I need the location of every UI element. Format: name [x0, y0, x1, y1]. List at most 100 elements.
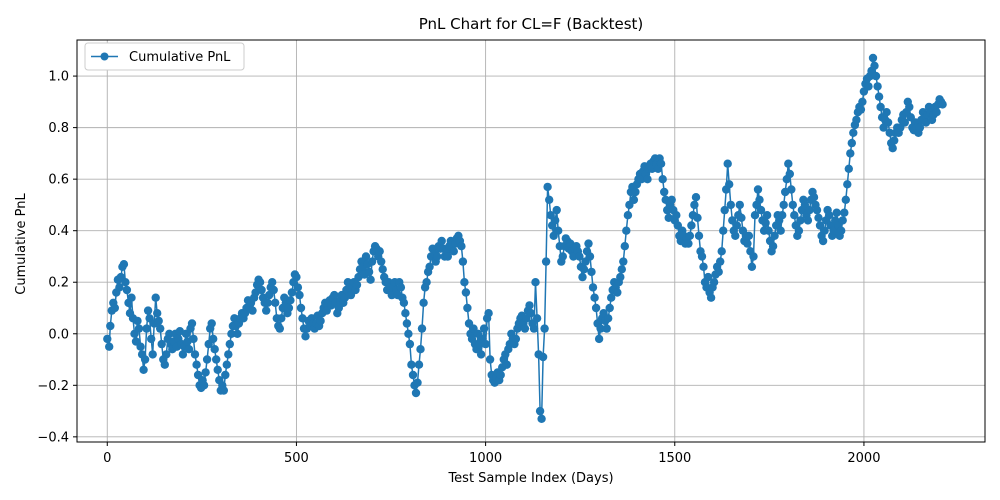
- data-point: [106, 321, 115, 331]
- data-point: [221, 370, 230, 380]
- y-tick-label: 0.4: [48, 224, 69, 239]
- data-point: [870, 61, 879, 70]
- data-point: [776, 226, 785, 235]
- data-point: [461, 288, 471, 297]
- data-point: [122, 285, 132, 295]
- data-point: [142, 324, 151, 333]
- data-point: [737, 213, 746, 222]
- y-tick-label: 0.6: [48, 173, 69, 188]
- data-point: [731, 231, 740, 240]
- y-tick-label: 0.2: [48, 276, 69, 291]
- data-point: [785, 169, 794, 179]
- data-point: [156, 324, 165, 333]
- data-point: [743, 239, 752, 248]
- data-point: [449, 247, 458, 256]
- data-point: [375, 247, 384, 256]
- data-point: [330, 290, 339, 300]
- data-point: [643, 175, 652, 184]
- data-point: [484, 309, 493, 318]
- data-point: [199, 381, 209, 390]
- data-point: [812, 205, 822, 215]
- data-point: [352, 280, 362, 289]
- data-point: [402, 319, 412, 328]
- data-point: [262, 306, 271, 315]
- data-point: [433, 252, 442, 261]
- data-point: [706, 293, 716, 302]
- data-point: [460, 278, 469, 287]
- data-point: [529, 324, 539, 333]
- data-point: [366, 275, 375, 284]
- axis-ticks: 0 500 1000 1500 2000 −0.4 −0.2 0.0 0.2 0.4 0.6 0.8 1…: [37, 70, 880, 466]
- data-point: [796, 216, 805, 225]
- data-point: [723, 159, 732, 168]
- data-point: [502, 360, 511, 369]
- y-tick-label: 0.0: [48, 327, 69, 342]
- data-point: [378, 265, 387, 274]
- data-point: [213, 365, 222, 374]
- data-point: [127, 293, 136, 302]
- data-point: [207, 319, 216, 328]
- data-point: [526, 309, 536, 318]
- data-point: [212, 355, 221, 364]
- data-point: [140, 355, 150, 364]
- data-point: [419, 298, 428, 307]
- data-point: [463, 303, 472, 313]
- x-tick-label: 1000: [469, 451, 502, 466]
- data-point: [552, 205, 561, 215]
- data-point: [575, 252, 584, 261]
- data-point: [414, 360, 424, 369]
- data-point: [134, 324, 144, 333]
- data-point: [408, 370, 418, 380]
- y-axis-label: Cumulative PnL: [14, 193, 29, 295]
- data-point: [543, 182, 552, 192]
- data-point: [425, 262, 434, 271]
- data-point: [268, 278, 277, 287]
- data-point: [762, 211, 772, 220]
- data-point: [496, 370, 505, 380]
- data-point: [687, 221, 696, 230]
- data-point: [133, 316, 142, 326]
- data-point: [481, 339, 490, 349]
- data-point: [287, 288, 297, 297]
- data-point: [585, 252, 595, 261]
- data-point: [541, 257, 551, 266]
- data-point: [148, 350, 157, 359]
- data-point: [209, 334, 218, 344]
- data-point: [693, 213, 702, 222]
- series-line-cumulative-pnl: [106, 57, 944, 419]
- data-point: [814, 213, 823, 222]
- data-point: [248, 306, 257, 315]
- data-point: [622, 226, 631, 235]
- data-point: [803, 216, 813, 225]
- data-point: [932, 108, 941, 117]
- data-point: [263, 298, 272, 307]
- data-point: [202, 355, 212, 364]
- data-point: [620, 242, 629, 251]
- data-point: [154, 316, 163, 326]
- data-point: [269, 285, 278, 295]
- data-point: [147, 334, 156, 344]
- plot-area-frame: [76, 39, 986, 443]
- data-point: [139, 365, 148, 374]
- data-point: [119, 260, 129, 269]
- data-point: [697, 252, 707, 261]
- data-point: [888, 144, 897, 153]
- data-point: [847, 138, 856, 148]
- data-point: [684, 239, 693, 248]
- legend-label-cumulative-pnl: Cumulative PnL: [129, 50, 231, 65]
- data-point: [602, 324, 611, 333]
- data-point: [805, 205, 814, 215]
- data-point: [660, 187, 669, 197]
- data-point: [915, 123, 925, 132]
- data-point: [755, 195, 764, 204]
- y-tick-label: 0.8: [48, 121, 69, 136]
- data-point: [732, 221, 741, 230]
- data-point: [540, 324, 549, 333]
- data-point: [219, 386, 228, 395]
- data-point: [443, 252, 452, 261]
- data-point: [411, 388, 421, 398]
- data-point: [750, 211, 760, 220]
- data-point: [617, 265, 626, 274]
- data-point: [744, 231, 754, 240]
